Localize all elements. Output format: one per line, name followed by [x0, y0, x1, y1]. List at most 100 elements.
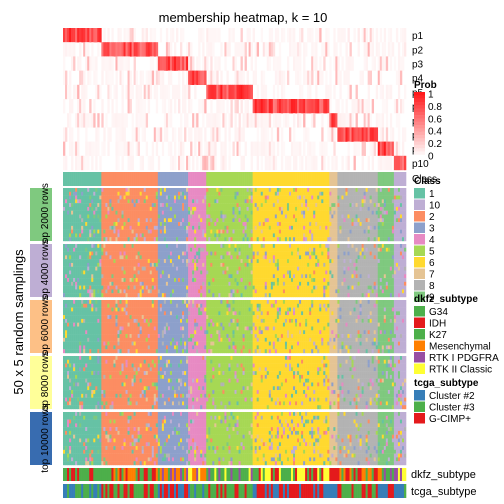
sampling-cell: [270, 222, 274, 227]
sampling-cell: [395, 218, 399, 223]
membership-cell: [260, 84, 264, 100]
sampling-cell: [220, 237, 223, 242]
sampling-cell: [313, 218, 316, 223]
sampling-cell: [169, 206, 173, 211]
sampling-cell: [95, 203, 98, 208]
sampling-cell: [204, 244, 207, 248]
sampling-cell: [71, 225, 74, 230]
sampling-cell: [226, 244, 229, 248]
sampling-cell: [333, 259, 336, 264]
sampling-cell: [349, 206, 352, 211]
sampling-cell: [101, 222, 104, 227]
sampling-cell: [79, 229, 82, 234]
sampling-cell: [157, 210, 161, 215]
sampling-cell: [403, 270, 407, 275]
sampling-cell: [325, 229, 328, 234]
sampling-cell: [385, 259, 389, 264]
class-annotation-cell: [299, 172, 302, 186]
membership-cell: [369, 28, 372, 43]
sampling-cell: [93, 191, 96, 196]
sampling-cell: [175, 210, 179, 215]
sampling-cell: [196, 203, 199, 208]
sampling-cell: [167, 206, 171, 211]
sampling-cell: [69, 259, 72, 264]
sampling-cell: [365, 203, 368, 208]
sampling-cell: [196, 222, 199, 227]
sampling-cell: [171, 210, 175, 215]
sampling-cell: [105, 262, 108, 267]
sampling-cell: [109, 203, 112, 208]
sampling-cell: [163, 222, 167, 227]
sampling-cell: [385, 206, 389, 211]
class-annotation-cell: [184, 172, 187, 186]
sampling-cell: [165, 218, 169, 223]
membership-cell: [385, 56, 389, 71]
class-annotation-cell: [186, 172, 189, 186]
sampling-cell: [137, 203, 140, 208]
sampling-cell: [107, 255, 110, 260]
sampling-cell: [365, 247, 368, 252]
sampling-cell: [226, 270, 229, 275]
sampling-cell: [365, 188, 368, 192]
sampling-cell: [99, 247, 102, 252]
sampling-cell: [331, 191, 334, 196]
sampling-cell: [202, 270, 205, 275]
sampling-cell: [198, 214, 201, 219]
membership-cell: [397, 84, 401, 100]
sampling-cell: [165, 237, 169, 242]
sampling-cell: [202, 233, 205, 238]
membership-cell: [282, 99, 286, 114]
class-annotation-cell: [194, 172, 197, 186]
sampling-cell: [280, 259, 284, 264]
sampling-cell: [77, 199, 80, 204]
sampling-cell: [305, 255, 308, 260]
sampling-cell: [290, 244, 294, 248]
membership-cell: [337, 28, 340, 43]
sampling-cell: [73, 251, 76, 256]
membership-cell: [309, 70, 312, 85]
sampling-cell: [111, 251, 114, 256]
sampling-cell: [147, 203, 151, 208]
sampling-cell: [234, 218, 237, 223]
sampling-cell: [153, 233, 157, 238]
sampling-cell: [355, 244, 358, 248]
sampling-cell: [89, 222, 92, 227]
sampling-cell: [109, 233, 112, 238]
sampling-cell: [73, 262, 76, 267]
sampling-cell: [260, 237, 264, 242]
sampling-cell: [250, 251, 253, 256]
sampling-cell: [222, 225, 225, 230]
sampling-cell: [401, 210, 405, 215]
sampling-cell: [143, 244, 147, 248]
sampling-cell: [329, 203, 332, 208]
class-annotation-cell: [133, 172, 136, 186]
class-annotation-cell: [337, 172, 340, 186]
sampling-cell: [212, 225, 215, 230]
sampling-cell: [375, 266, 379, 271]
sampling-cell: [157, 266, 161, 271]
membership-cell: [321, 141, 324, 156]
sampling-cell: [155, 218, 159, 223]
sampling-cell: [155, 222, 159, 227]
membership-cell: [79, 42, 82, 57]
membership-cell: [385, 127, 389, 142]
sampling-cell: [240, 255, 243, 260]
sampling-cell: [107, 233, 110, 238]
membership-cell: [319, 56, 322, 71]
membership-cell: [375, 84, 379, 100]
sampling-cell: [238, 262, 241, 267]
class-annotation-cell: [171, 172, 175, 186]
sampling-cell: [307, 225, 310, 230]
sampling-cell: [373, 206, 377, 211]
sampling-cell: [151, 262, 155, 267]
sampling-cell: [113, 259, 116, 264]
sampling-cell: [115, 247, 118, 252]
sampling-cell: [379, 259, 383, 264]
sampling-cell: [163, 195, 167, 200]
sampling-cell: [121, 255, 124, 260]
sampling-cell: [280, 222, 284, 227]
sampling-cell: [331, 195, 334, 200]
sampling-cell: [301, 214, 304, 219]
sampling-cell: [248, 259, 251, 264]
sampling-cell: [81, 251, 84, 256]
